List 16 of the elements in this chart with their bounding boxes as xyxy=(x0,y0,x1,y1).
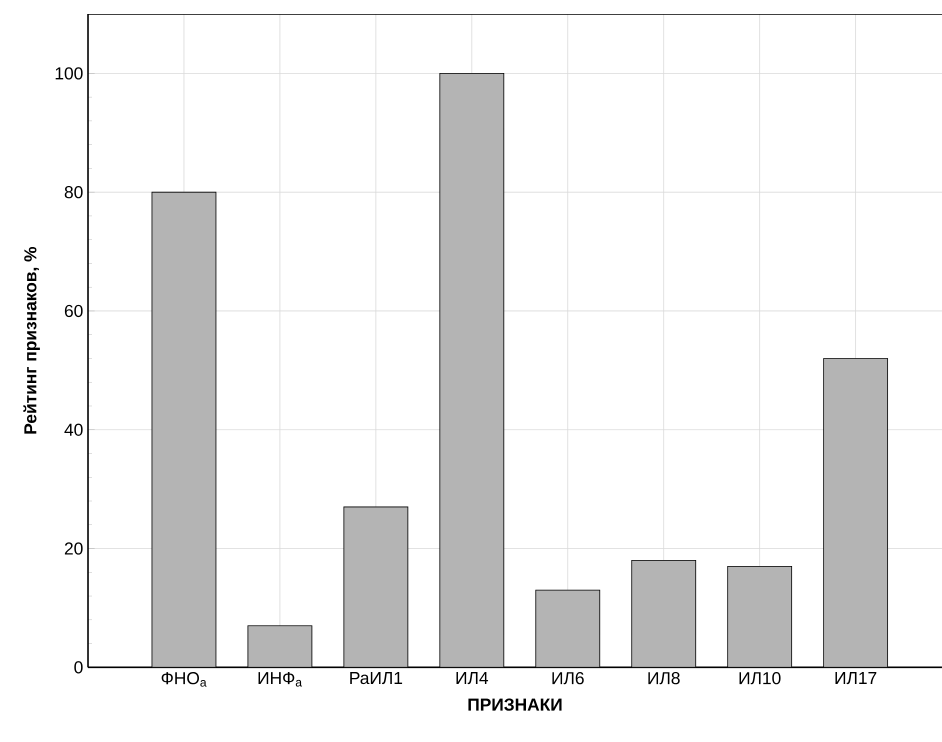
y-tick-label: 0 xyxy=(74,661,83,674)
y-tick-label: 60 xyxy=(64,304,83,318)
y-tick-label: 100 xyxy=(56,67,83,80)
x-tick-label: ИЛ8 xyxy=(648,672,680,684)
y-axis-title: Рейтинг признаков, % xyxy=(23,246,40,434)
y-tick-label: 40 xyxy=(64,424,83,436)
x-axis-title: ПРИЗНАКИ xyxy=(468,698,562,711)
x-tick-label: ИЛ6 xyxy=(552,672,584,684)
x-tick-label: ИНФ$_{a}$ xyxy=(258,672,302,687)
y-tick-label: 80 xyxy=(64,186,83,198)
x-tick-label: ИЛ10 xyxy=(740,672,781,684)
y-tick-label: 20 xyxy=(64,542,83,555)
x-tick-label: ИЛ4 xyxy=(456,672,488,684)
x-tick-label: ФНО$_{a}$ xyxy=(162,672,207,687)
x-tick-label: ИЛ17 xyxy=(835,672,876,684)
x-tick-label: РаИЛ1 xyxy=(350,672,402,684)
